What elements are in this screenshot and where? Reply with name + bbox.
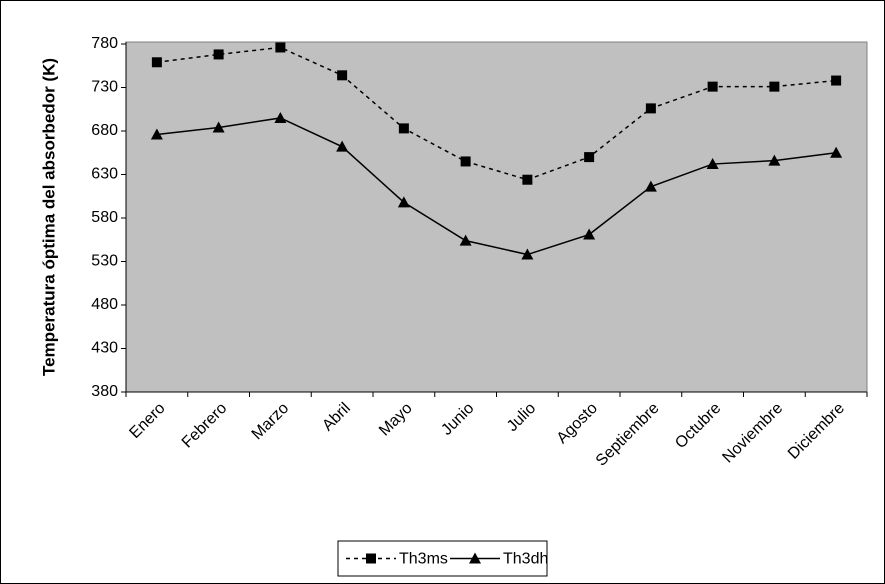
y-tick-label: 580 [91, 209, 118, 226]
marker [644, 180, 657, 192]
marker [213, 49, 224, 60]
y-tick-label: 680 [91, 122, 118, 139]
marker [707, 81, 718, 92]
y-tick-label: 780 [91, 35, 118, 52]
marker [274, 111, 287, 123]
marker [397, 196, 410, 208]
y-tick-label: 430 [91, 340, 118, 357]
legend-label: Th3ms [399, 551, 448, 568]
marker [275, 42, 286, 53]
y-tick-label: 380 [91, 383, 118, 400]
marker [768, 154, 781, 166]
y-tick-label: 730 [91, 79, 118, 96]
marker [398, 123, 409, 134]
series-line [156, 46, 837, 181]
y-tick-label: 530 [91, 253, 118, 270]
marker [645, 103, 656, 114]
marker [151, 57, 162, 68]
marker [830, 146, 843, 158]
marker [831, 75, 842, 86]
marker [584, 152, 595, 163]
marker [460, 156, 471, 167]
marker [459, 234, 472, 246]
series-line [156, 117, 837, 256]
y-tick-label: 630 [91, 166, 118, 183]
plot-area [125, 41, 868, 393]
y-axis-title: Temperatura óptima del absorbedor (K) [39, 58, 58, 376]
marker [336, 140, 349, 152]
marker [769, 81, 780, 92]
marker [469, 552, 481, 564]
marker [706, 158, 719, 170]
y-tick-label: 480 [91, 296, 118, 313]
marker [212, 121, 225, 133]
legend-label: Th3dh [503, 551, 548, 568]
marker [150, 128, 163, 140]
marker [366, 553, 376, 564]
marker [583, 228, 596, 240]
marker [521, 248, 534, 260]
marker [522, 174, 533, 185]
marker [337, 70, 348, 81]
